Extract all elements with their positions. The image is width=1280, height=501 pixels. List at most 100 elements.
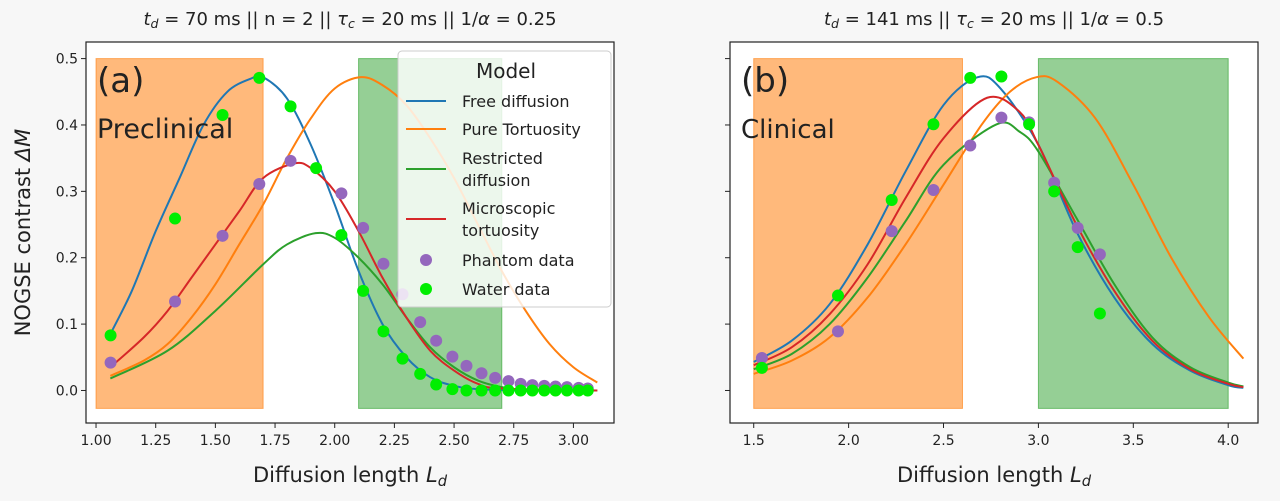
data-point-water-data	[169, 212, 182, 225]
data-point-water-data	[1023, 118, 1036, 131]
legend-label: Restricted	[462, 149, 543, 168]
data-point-phantom-data	[831, 325, 844, 338]
data-point-phantom-data	[502, 375, 515, 388]
x-tick-label: 1.75	[259, 433, 290, 449]
x-axis-label: Diffusion length Ld​	[897, 463, 1092, 490]
axes-frame	[85, 41, 615, 424]
y-tick-label: 0.5	[56, 52, 78, 68]
data-point-water-data	[284, 100, 297, 113]
panel-label: (a)	[97, 61, 144, 101]
legend-item-phantom-data: Phantom data	[420, 251, 575, 270]
data-point-phantom-data	[335, 187, 348, 200]
data-point-water-data	[396, 352, 409, 365]
data-point-water-data	[475, 384, 488, 397]
series-line-microscopic-tortuosity	[109, 161, 598, 392]
data-point-phantom-data	[253, 178, 266, 191]
x-tick-label: 1.5	[743, 433, 765, 449]
legend-item-microscopic-tortuosity: Microscopic tortuosity	[406, 199, 555, 240]
data-point-phantom-data	[489, 371, 502, 384]
data-point-water-data	[460, 384, 473, 397]
series-line-pure-tortuosity	[753, 75, 1245, 375]
data-point-water-data	[526, 384, 539, 397]
data-point-phantom-data	[475, 367, 488, 380]
data-point-phantom-data	[216, 229, 229, 242]
y-tick-label: 0.0	[56, 383, 78, 399]
x-tick-label: 2.5	[932, 433, 954, 449]
data-point-phantom-data	[357, 221, 370, 234]
data-point-water-data	[538, 384, 551, 397]
series-line-free-diffusion	[753, 75, 1244, 389]
panel-b: 1.5 2.0 2.5 3.0 3.5 4.0 td​ = 141 ms || τc​ = …	[725, 9, 1259, 490]
x-tick-label: 2.75	[498, 433, 529, 449]
data-point-phantom-data	[284, 154, 297, 167]
shaded-region-green	[1037, 58, 1229, 409]
legend: Model Free diffusion Pure Tortuosity Restri…	[397, 50, 612, 308]
x-tick-label: 1.50	[200, 433, 231, 449]
x-tick-label: 2.25	[379, 433, 410, 449]
data-point-phantom-data	[446, 350, 459, 363]
series-line-restricted-diffusion	[753, 121, 1244, 388]
data-point-water-data	[216, 109, 229, 122]
chart-title: td​ = 141 ms || τc​ = 20 ms || 1/α = 0.5	[824, 9, 1164, 31]
x-tick-label: 3.0	[1027, 433, 1049, 449]
data-point-phantom-data	[927, 184, 940, 197]
data-point-water-data	[549, 384, 562, 397]
axes-frame	[729, 41, 1259, 424]
data-point-phantom-data	[964, 139, 977, 152]
data-point-water-data	[446, 383, 459, 396]
y-axis-label: NOGSE contrast ΔM	[11, 129, 35, 337]
data-point-water-data	[335, 229, 348, 242]
data-point-phantom-data	[885, 225, 898, 238]
shaded-region-orange	[753, 58, 963, 409]
data-point-water-data	[572, 384, 585, 397]
data-point-water-data	[310, 162, 323, 175]
data-point-water-data	[502, 384, 515, 397]
shaded-region-orange	[95, 58, 264, 409]
data-point-phantom-data	[755, 351, 768, 364]
data-point-phantom-data	[460, 359, 473, 372]
chart-title: td​ = 70 ms || n = 2 || τc​ = 20 ms || 1…	[143, 9, 556, 31]
panel-label: (b)	[741, 61, 789, 101]
legend-title: Model	[476, 59, 536, 83]
data-point-water-data	[377, 325, 390, 338]
legend-swatch-dot	[420, 283, 432, 295]
data-point-water-data	[104, 329, 117, 342]
y-tick-label: 0.2	[56, 251, 78, 267]
data-point-phantom-data	[995, 111, 1008, 124]
data-point-water-data	[831, 289, 844, 302]
data-point-water-data	[995, 70, 1008, 83]
data-point-water-data	[964, 71, 977, 84]
data-point-water-data	[1048, 185, 1061, 198]
x-tick-label: 3.5	[1122, 433, 1144, 449]
x-axis-label: Diffusion length Ld​	[253, 463, 448, 490]
data-point-water-data	[357, 284, 370, 297]
legend-label: Water data	[462, 280, 550, 299]
series-line-microscopic-tortuosity	[753, 95, 1244, 389]
y-tick-label: 0.4	[56, 118, 78, 134]
x-tick-label: 2.0	[837, 433, 859, 449]
x-tick-label: 2.00	[319, 433, 350, 449]
data-point-phantom-data	[1048, 176, 1061, 189]
data-point-water-data	[560, 384, 573, 397]
data-point-phantom-data	[1071, 221, 1084, 234]
data-point-water-data	[414, 367, 427, 380]
legend-label: Pure Tortuosity	[462, 120, 581, 139]
data-point-phantom-data	[104, 356, 117, 369]
data-point-water-data	[1093, 307, 1106, 320]
series-line-restricted-diffusion	[109, 231, 598, 392]
legend-box	[397, 50, 612, 308]
data-point-water-data	[581, 384, 594, 397]
region-label: Preclinical	[97, 114, 233, 145]
y-tick-label: 0.1	[56, 317, 78, 333]
data-point-phantom-data	[169, 295, 182, 308]
legend-label: Microscopic	[462, 199, 555, 218]
data-point-water-data	[1071, 241, 1084, 254]
data-point-water-data	[885, 193, 898, 206]
legend-swatch-dot	[420, 254, 432, 266]
x-tick-label: 1.00	[80, 433, 111, 449]
data-point-water-data	[489, 384, 502, 397]
x-tick-label: 1.25	[140, 433, 171, 449]
legend-label: diffusion	[462, 171, 530, 190]
x-tick-label: 3.00	[558, 433, 589, 449]
